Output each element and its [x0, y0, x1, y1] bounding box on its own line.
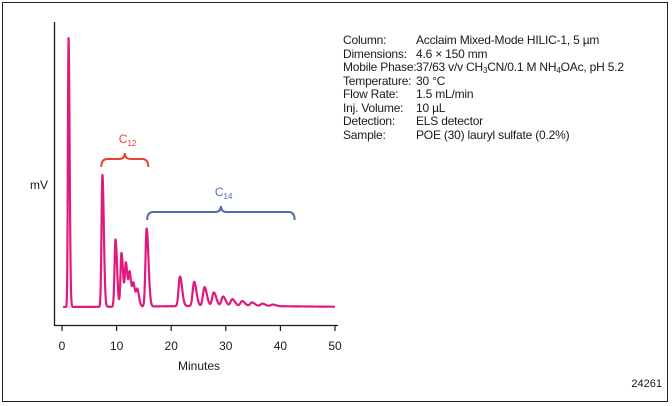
figure-id: 24261	[631, 378, 662, 390]
condition-value: 10 µL	[416, 100, 446, 115]
x-tick-label: 30	[219, 339, 233, 353]
y-axis-label: mV	[30, 178, 48, 192]
chromatogram-trace	[62, 36, 336, 309]
annotation-bracket	[146, 205, 296, 221]
condition-key: Column:	[343, 33, 387, 47]
annotation-layer: C12 C14	[100, 132, 296, 221]
x-ticks: 0 10 20 30 40 50	[59, 325, 342, 353]
x-tick-label: 10	[110, 339, 124, 353]
condition-key: Temperature:	[343, 73, 412, 88]
condition-value: 4.6 × 150 mm	[416, 46, 488, 61]
x-tick-label: 50	[328, 339, 342, 353]
annotation-label: C14	[215, 185, 233, 201]
condition-row: Sample: POE (30) lauryl sulfate (0.2%)	[343, 127, 624, 143]
condition-key: Flow Rate:	[343, 87, 399, 101]
condition-key: Mobile Phase:	[343, 60, 417, 74]
x-tick-label: 40	[274, 339, 288, 353]
condition-value: 1.5 mL/min	[416, 87, 474, 101]
chromatography-conditions: Column: Acclaim Mixed-Mode HILIC-1, 5 µm D…	[343, 33, 624, 143]
x-tick-label: 0	[59, 339, 66, 353]
condition-value: Acclaim Mixed-Mode HILIC-1, 5 µm	[416, 33, 600, 47]
condition-row: Temperature: 30 °C	[343, 73, 624, 89]
condition-key: Detection:	[343, 114, 396, 128]
condition-row: Inj. Volume: 10 µL	[343, 100, 624, 116]
condition-row: Flow Rate: 1.5 mL/min	[343, 87, 624, 102]
condition-value: 37/63 v/v CH3CN/0.1 M NH4OAc, pH 5.2	[416, 60, 624, 75]
condition-row: Dimensions: 4.6 × 150 mm	[343, 46, 624, 62]
x-tick-label: 20	[165, 339, 179, 353]
condition-row: Column: Acclaim Mixed-Mode HILIC-1, 5 µm	[343, 33, 624, 48]
annotation-label: C12	[119, 132, 137, 148]
condition-key: Sample:	[343, 127, 386, 142]
condition-row: Mobile Phase: 37/63 v/v CH3CN/0.1 M NH4OA…	[343, 60, 624, 75]
annotation-bracket	[100, 152, 150, 168]
condition-value: 30 °C	[416, 73, 446, 88]
condition-key: Inj. Volume:	[343, 100, 404, 115]
condition-value: POE (30) lauryl sulfate (0.2%)	[416, 127, 570, 142]
figure-frame	[2, 2, 668, 402]
condition-value: ELS detector	[416, 114, 483, 128]
condition-key: Dimensions:	[343, 46, 407, 61]
condition-row: Detection: ELS detector	[343, 114, 624, 129]
x-axis-label: Minutes	[178, 359, 220, 373]
